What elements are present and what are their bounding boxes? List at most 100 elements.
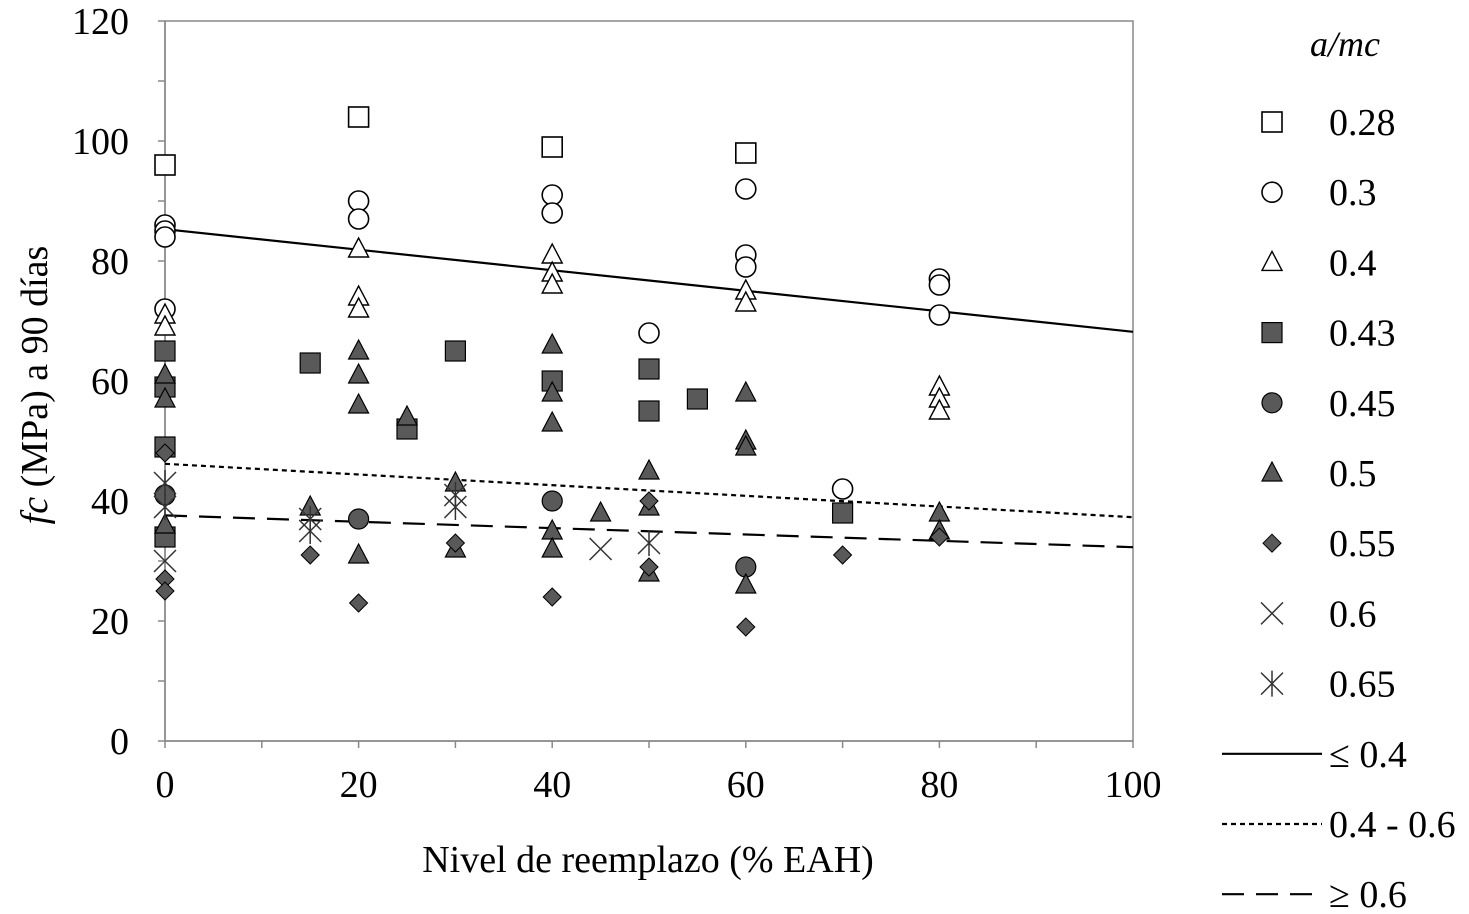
data-point <box>347 542 370 564</box>
legend-item: 0.3 <box>1261 172 1377 214</box>
data-point <box>734 178 757 200</box>
data-point <box>155 581 175 601</box>
legend-item: 0.45 <box>1261 383 1396 425</box>
legend-label: 0.55 <box>1329 523 1396 565</box>
legend-item: 0.4 - 0.6 <box>1222 804 1456 846</box>
y-tick-label: 60 <box>91 361 129 403</box>
data-point <box>300 545 320 565</box>
y-tick-label: 80 <box>91 241 129 283</box>
x-tick-label: 60 <box>727 764 765 806</box>
series-0-65 <box>153 470 661 556</box>
data-point <box>541 242 564 264</box>
data-point <box>396 404 418 426</box>
data-point <box>154 386 176 408</box>
series-0-6 <box>153 537 613 573</box>
legend-label: 0.5 <box>1329 453 1377 495</box>
data-point <box>734 256 757 278</box>
data-point <box>541 332 564 354</box>
legend-item: 0.55 <box>1262 523 1396 565</box>
data-point <box>734 380 757 402</box>
legend-label: ≥ 0.6 <box>1329 874 1407 914</box>
legend-marker <box>1261 111 1283 133</box>
data-point <box>348 508 370 530</box>
data-point <box>348 593 369 613</box>
data-point <box>154 512 176 534</box>
data-point <box>541 202 564 224</box>
series-0-55 <box>155 443 950 637</box>
legend-marker <box>1262 533 1282 553</box>
data-point <box>153 314 177 336</box>
data-point <box>347 236 370 258</box>
series-0-4 <box>153 236 951 420</box>
data-point <box>541 410 564 432</box>
data-point <box>686 388 709 410</box>
y-tick-label: 100 <box>72 121 129 163</box>
data-point <box>638 458 660 480</box>
legend-marker <box>1261 181 1283 203</box>
series-0-28 <box>154 106 757 176</box>
legend-label: 0.43 <box>1329 313 1396 355</box>
data-point <box>928 274 951 296</box>
trendline <box>164 228 1134 333</box>
data-point <box>445 533 466 553</box>
data-point <box>541 536 564 558</box>
data-point <box>541 136 564 158</box>
legend-item: 0.65 <box>1260 664 1396 706</box>
legend-title: a/mc <box>1310 24 1380 64</box>
legend-item: 0.28 <box>1261 102 1396 144</box>
data-point <box>347 338 370 360</box>
x-tick-label: 80 <box>920 764 958 806</box>
x-tick-label: 40 <box>533 764 571 806</box>
legend-marker <box>1261 322 1283 344</box>
legend-marker <box>1260 670 1284 697</box>
legend-label: 0.6 <box>1329 593 1377 635</box>
legend-marker <box>1260 601 1284 625</box>
y-axis-label-rest: (MPa) a 90 días <box>14 246 56 497</box>
legend-label: 0.65 <box>1329 664 1396 706</box>
data-point <box>637 530 661 556</box>
data-point <box>929 527 950 547</box>
data-point <box>155 443 175 463</box>
data-point <box>541 184 564 206</box>
data-point <box>154 340 176 362</box>
data-point <box>542 587 562 607</box>
data-point <box>154 154 176 176</box>
legend-label: 0.45 <box>1329 383 1396 425</box>
y-tick-label: 120 <box>72 1 129 43</box>
data-point <box>831 502 854 524</box>
data-point <box>831 478 854 500</box>
data-point <box>154 226 176 248</box>
data-point <box>589 500 612 522</box>
legend-item: 0.5 <box>1261 453 1377 495</box>
data-point <box>443 494 467 520</box>
legend-label: ≤ 0.4 <box>1329 734 1407 776</box>
data-point <box>347 362 370 384</box>
legend-label: 0.4 <box>1329 242 1377 284</box>
data-point <box>736 617 756 637</box>
data-point <box>298 518 322 544</box>
data-point <box>153 494 177 520</box>
data-point <box>928 500 951 522</box>
legend-item: ≤ 0.4 <box>1222 734 1407 776</box>
data-points <box>153 106 951 637</box>
data-point <box>444 340 466 362</box>
x-tick-label: 100 <box>1105 764 1162 806</box>
legend-item: 0.43 <box>1261 313 1396 355</box>
data-point <box>639 557 659 577</box>
data-point <box>541 490 563 512</box>
data-point <box>734 142 757 164</box>
plot-area <box>164 20 1134 742</box>
legend: 0.28 0.3 0.4 0.43 0.45 0.5 0.55 0.6 0.65 ≤ 0.4 0.4… <box>1222 102 1456 914</box>
x-tick-label: 0 <box>156 764 175 806</box>
data-point <box>734 290 757 312</box>
y-axis-label-italic: fc <box>14 497 56 525</box>
data-point <box>541 272 564 294</box>
y-tick-label: 40 <box>91 481 129 523</box>
legend-marker <box>1261 392 1283 414</box>
x-axis-label: Nivel de reemplazo (% EAH) <box>422 839 874 881</box>
tick-labels: 0 20 40 60 80 100 0 20 40 60 80 100 120 <box>72 1 1162 806</box>
plot-border <box>164 20 1134 742</box>
y-tick-label: 20 <box>91 601 129 643</box>
data-point <box>541 380 564 402</box>
